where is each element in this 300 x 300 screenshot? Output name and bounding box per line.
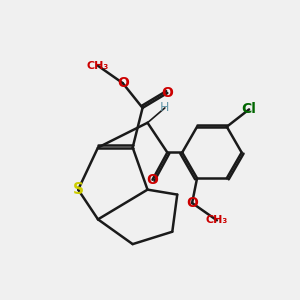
- Text: CH₃: CH₃: [206, 215, 228, 225]
- Text: O: O: [186, 196, 198, 210]
- Text: Cl: Cl: [242, 102, 256, 116]
- Text: O: O: [146, 173, 158, 187]
- Text: H: H: [160, 101, 170, 114]
- Text: O: O: [117, 76, 129, 90]
- Text: CH₃: CH₃: [87, 61, 109, 71]
- Text: O: O: [161, 86, 173, 100]
- Text: S: S: [73, 182, 84, 197]
